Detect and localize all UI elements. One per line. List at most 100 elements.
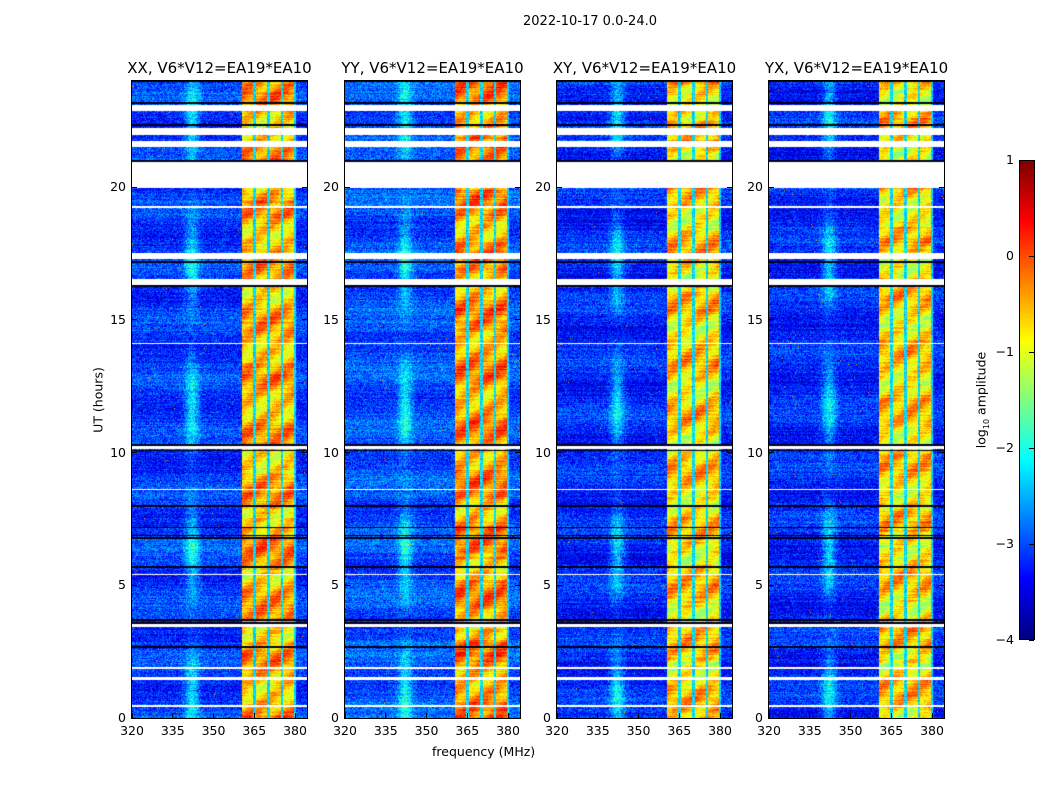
x-tick-mark [507, 713, 509, 718]
x-tick-label: 380 [708, 723, 732, 738]
y-tick-label: 15 [747, 311, 763, 327]
x-tick-label: 380 [920, 723, 944, 738]
y-tick-mark [302, 717, 307, 719]
y-tick-mark [345, 452, 350, 454]
x-tick-label: 350 [414, 723, 439, 738]
x-tick-mark [385, 713, 387, 718]
x-tick-label: 350 [626, 723, 651, 738]
y-tick-mark [515, 186, 520, 188]
spectrogram-image [557, 81, 732, 718]
x-axis-label: frequency (MHz) [432, 744, 536, 759]
colorbar-label-sub: 10 [981, 418, 991, 430]
colorbar-tick-mark [1029, 543, 1034, 545]
y-tick-mark [515, 717, 520, 719]
y-tick-label: 15 [110, 311, 126, 327]
y-tick-mark [132, 717, 137, 719]
spectrogram-image [345, 81, 520, 718]
y-tick-mark [769, 452, 774, 454]
x-tick-mark [850, 713, 852, 718]
y-tick-mark [769, 584, 774, 586]
y-tick-label: 15 [323, 311, 339, 327]
y-tick-label: 20 [110, 179, 126, 195]
y-tick-label: 15 [535, 311, 551, 327]
x-tick-label: 365 [879, 723, 904, 738]
x-tick-mark [809, 713, 811, 718]
panel-title: XY, V6*V12=EA19*EA10 [552, 59, 737, 77]
y-tick-mark [727, 186, 732, 188]
y-tick-mark [769, 717, 774, 719]
y-tick-mark [132, 186, 137, 188]
y-tick-label: 10 [747, 444, 763, 460]
y-tick-mark [727, 319, 732, 321]
x-tick-mark [131, 713, 133, 718]
y-tick-mark [345, 584, 350, 586]
y-tick-mark [515, 319, 520, 321]
colorbar-tick-mark [1029, 351, 1034, 353]
y-tick-mark [939, 452, 944, 454]
x-tick-mark [172, 713, 174, 718]
x-tick-mark [426, 713, 428, 718]
y-tick-mark [345, 319, 350, 321]
x-tick-label: 335 [373, 723, 398, 738]
x-tick-label: 380 [283, 723, 307, 738]
y-tick-mark [557, 584, 562, 586]
y-tick-label: 5 [118, 577, 126, 593]
y-tick-mark [302, 452, 307, 454]
spectrogram-image [769, 81, 944, 718]
y-tick-mark [515, 452, 520, 454]
x-tick-label: 350 [838, 723, 863, 738]
colorbar-gradient [1020, 161, 1034, 639]
y-axis-label: UT (hours) [90, 367, 106, 433]
spectrogram-panel [556, 80, 733, 719]
x-tick-label: 335 [585, 723, 610, 738]
x-tick-mark [768, 713, 770, 718]
colorbar-tick-mark [1029, 255, 1034, 257]
y-tick-label: 10 [323, 444, 339, 460]
y-tick-label: 5 [755, 577, 763, 593]
colorbar-tick-label: 1 [1006, 152, 1014, 167]
colorbar-tick-label: −3 [995, 536, 1014, 551]
x-tick-mark [466, 713, 468, 718]
colorbar-tick-label: −1 [995, 344, 1014, 359]
x-tick-mark [294, 713, 296, 718]
y-tick-label: 10 [535, 444, 551, 460]
x-tick-label: 335 [160, 723, 185, 738]
y-tick-mark [302, 186, 307, 188]
y-tick-mark [557, 186, 562, 188]
x-tick-label: 320 [545, 723, 569, 738]
colorbar [1019, 160, 1035, 640]
panel-title: YY, V6*V12=EA19*EA10 [341, 59, 524, 77]
y-tick-mark [727, 584, 732, 586]
y-tick-mark [515, 584, 520, 586]
spectrogram-image [132, 81, 307, 718]
y-tick-mark [939, 186, 944, 188]
x-tick-label: 335 [797, 723, 822, 738]
y-tick-label: 0 [331, 710, 339, 725]
spectrogram-panel [131, 80, 308, 719]
spectrogram-panel [344, 80, 521, 719]
y-tick-mark [302, 584, 307, 586]
y-tick-mark [132, 584, 137, 586]
colorbar-tick-label: −2 [995, 440, 1014, 455]
x-tick-mark [556, 713, 558, 718]
x-tick-mark [678, 713, 680, 718]
y-tick-label: 20 [747, 179, 763, 195]
x-tick-label: 320 [333, 723, 357, 738]
panel-title: XX, V6*V12=EA19*EA10 [127, 59, 312, 77]
x-tick-mark [253, 713, 255, 718]
x-tick-mark [344, 713, 346, 718]
x-tick-label: 365 [242, 723, 267, 738]
y-tick-mark [557, 319, 562, 321]
y-tick-label: 20 [535, 179, 551, 195]
x-tick-mark [638, 713, 640, 718]
x-tick-mark [719, 713, 721, 718]
panel-title: YX, V6*V12=EA19*EA10 [764, 59, 949, 77]
colorbar-tick-label: −4 [995, 632, 1014, 647]
y-tick-mark [345, 717, 350, 719]
colorbar-tick-mark [1029, 447, 1034, 449]
y-tick-label: 0 [755, 710, 763, 725]
y-tick-mark [345, 186, 350, 188]
colorbar-tick-label: 0 [1006, 248, 1014, 263]
colorbar-tick-mark [1029, 159, 1034, 161]
